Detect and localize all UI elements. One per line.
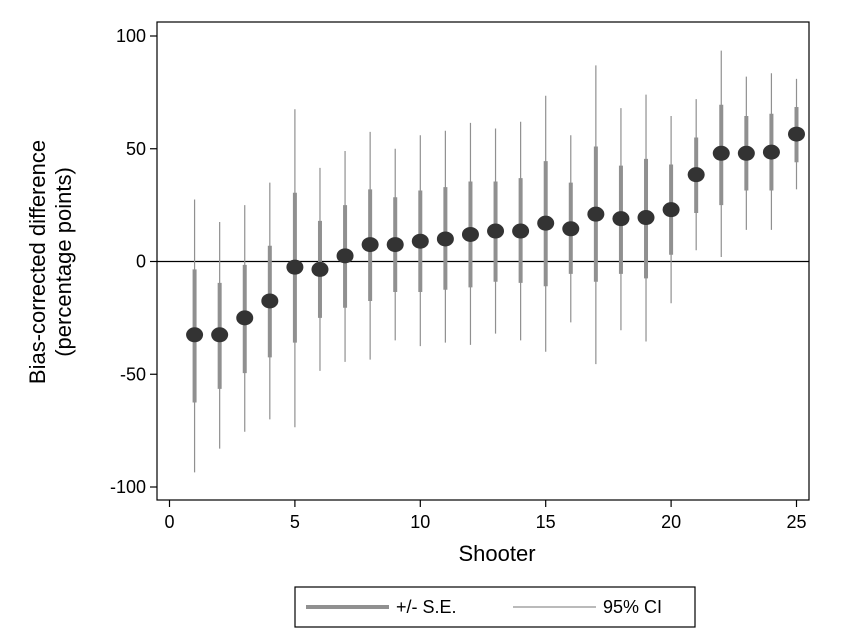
- x-tick-label: 25: [786, 512, 806, 532]
- y-axis-title-line2: (percentage points): [51, 167, 76, 357]
- plot-area: [156, 21, 810, 501]
- data-point: [737, 145, 755, 161]
- y-tick-label: 100: [116, 26, 146, 46]
- data-point: [211, 327, 229, 343]
- data-point: [687, 167, 705, 183]
- y-axis: 100 50 0 -50 -100: [110, 26, 157, 497]
- x-axis: 0 5 10 15 20 25: [164, 500, 807, 532]
- y-tick-label: 50: [126, 139, 146, 159]
- x-tick-label: 0: [164, 512, 174, 532]
- y-axis-title: Bias-corrected difference (percentage po…: [25, 140, 76, 384]
- x-tick-label: 10: [410, 512, 430, 532]
- data-point: [762, 144, 780, 160]
- x-axis-title: Shooter: [458, 541, 535, 566]
- data-point: [662, 202, 680, 218]
- x-tick-label: 5: [290, 512, 300, 532]
- x-tick-label: 15: [536, 512, 556, 532]
- data-point: [461, 226, 479, 242]
- data-point: [562, 221, 580, 237]
- data-point: [261, 293, 279, 309]
- data-point: [186, 327, 204, 343]
- legend: +/- S.E. 95% CI: [294, 586, 696, 628]
- data-point: [411, 233, 429, 249]
- data-point: [487, 223, 505, 239]
- legend-se-label: +/- S.E.: [396, 597, 457, 617]
- y-axis-title-line1: Bias-corrected difference: [25, 140, 50, 384]
- data-point: [311, 261, 329, 277]
- y-tick-label: -50: [120, 364, 146, 384]
- data-points: [186, 126, 805, 343]
- data-point: [712, 145, 730, 161]
- data-point: [286, 259, 304, 275]
- data-point: [512, 223, 530, 239]
- y-tick-label: 0: [136, 252, 146, 272]
- x-tick-label: 20: [661, 512, 681, 532]
- data-point: [587, 206, 605, 222]
- data-point: [637, 210, 655, 226]
- legend-ci-label: 95% CI: [603, 597, 662, 617]
- data-point: [537, 215, 555, 231]
- data-point: [336, 248, 354, 264]
- data-point: [788, 126, 805, 142]
- data-point: [386, 237, 404, 253]
- y-tick-label: -100: [110, 477, 146, 497]
- data-point: [612, 211, 630, 227]
- data-point: [236, 310, 254, 326]
- data-point: [436, 231, 454, 247]
- data-point: [361, 237, 379, 253]
